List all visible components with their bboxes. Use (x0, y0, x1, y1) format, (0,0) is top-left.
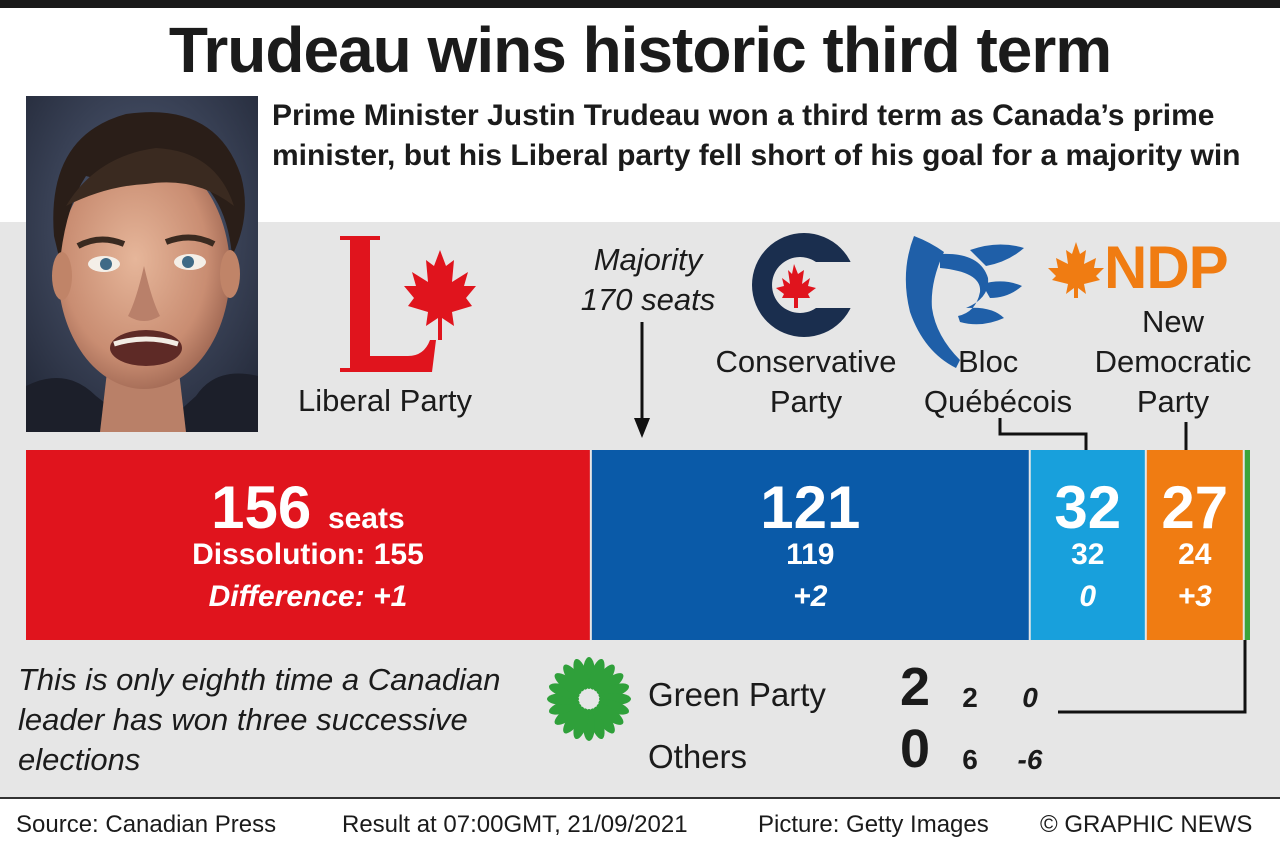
green-leader-line (1058, 640, 1247, 714)
party-name-liberal: Liberal Party (270, 382, 500, 420)
bar-label-dissolution-conservative: 119 (786, 538, 834, 571)
party-name-ndp-line-3: Party (1136, 384, 1210, 419)
footer-result-time: Result at 07:00GMT, 21/09/2021 (342, 811, 688, 838)
party-name-bloc: Bloc Québécois (898, 342, 1098, 422)
bar-label-dissolution-bloc: 32 (1071, 538, 1104, 571)
party-name-ndp: New Democratic Party (1078, 302, 1268, 422)
bar-label-seats-conservative: 121 (760, 474, 860, 541)
bar-label-difference-bloc: 0 (1079, 580, 1096, 613)
majority-label-line-2: 170 seats (580, 282, 716, 317)
green-party-logo (547, 657, 631, 741)
majority-arrow-head (634, 418, 650, 438)
bar-label-seats-bloc: 32 (1054, 474, 1121, 541)
footer-divider (0, 797, 1280, 799)
minor-party-seats-green: 2 (899, 657, 931, 717)
party-name-conservative-line-2: Party (769, 384, 843, 419)
bar-green (1244, 450, 1250, 640)
headline: Trudeau wins historic third term (168, 14, 1112, 86)
bar-label-seats-liberal: 156 seats (211, 474, 405, 541)
bar-bloc (1030, 450, 1145, 640)
minor-party-dissolution-green: 2 (962, 682, 978, 713)
footer-picture-credit: Picture: Getty Images (758, 811, 989, 838)
bar-label-seats-value-liberal: 156 (211, 474, 328, 541)
party-name-liberal-line: Liberal Party (297, 383, 473, 418)
bar-label-difference-liberal: Difference: +1 (209, 580, 408, 613)
party-name-conservative-line-1: Conservative (715, 344, 897, 379)
majority-label: Majority 170 seats (548, 240, 748, 320)
party-name-ndp-line-2: Democratic (1094, 344, 1252, 379)
minor-party-name-others: Others (648, 738, 748, 775)
bloc-leader-line (998, 418, 1088, 458)
historical-note: This is only eighth time a Canadian lead… (18, 662, 501, 777)
bar-label-difference-ndp: +3 (1178, 580, 1213, 613)
majority-label-line-1: Majority (593, 242, 703, 277)
minor-party-difference-others: -6 (1017, 744, 1043, 775)
standfirst: Prime Minister Justin Trudeau won a thir… (272, 99, 1241, 172)
minor-party-dissolution-others: 6 (962, 744, 978, 775)
bar-label-seats-ndp: 27 (1161, 474, 1228, 541)
minor-party-name-green: Green Party (648, 676, 826, 713)
bar-label-dissolution-ndp: 24 (1178, 538, 1212, 571)
bar-liberal (26, 450, 590, 640)
footer-copyright: © GRAPHIC NEWS (1040, 811, 1253, 838)
party-name-ndp-line-1: New (1141, 304, 1204, 339)
bar-label-dissolution-liberal: Dissolution: 155 (192, 538, 424, 571)
party-name-bloc-line-1: Bloc (958, 344, 1019, 379)
bar-label-seats-unit-liberal: seats (328, 502, 405, 535)
party-name-conservative: Conservative Party (690, 342, 922, 422)
ndp-logo-text: NDP (1104, 234, 1229, 301)
bar-conservative (591, 450, 1029, 640)
bloc-quebecois-logo (905, 236, 1024, 368)
bar-label-difference-conservative: +2 (793, 580, 828, 613)
liberal-logo (340, 236, 476, 372)
footer-source: Source: Canadian Press (16, 811, 277, 838)
top-rule (0, 0, 1280, 8)
conservative-logo (752, 233, 856, 337)
minor-party-seats-others: 0 (899, 719, 931, 779)
minor-party-difference-green: 0 (1022, 682, 1038, 713)
trudeau-photo (26, 96, 258, 432)
bar-ndp (1146, 450, 1243, 640)
ndp-logo (1048, 242, 1104, 298)
party-name-bloc-line-2: Québécois (923, 384, 1073, 419)
